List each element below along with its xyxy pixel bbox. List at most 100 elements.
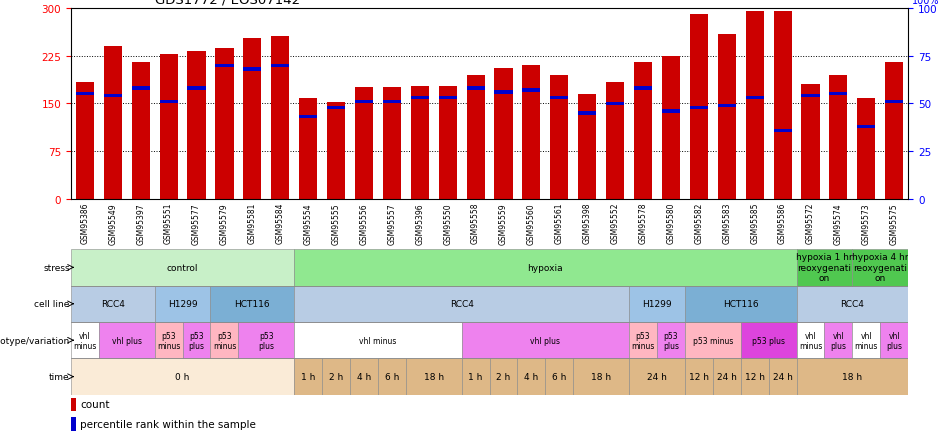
Text: 24 h: 24 h	[647, 372, 667, 381]
Text: p53
minus: p53 minus	[213, 331, 236, 350]
Bar	[466, 76, 484, 200]
Bar	[462, 322, 629, 358]
Bar	[355, 88, 373, 200]
Bar	[745, 97, 763, 100]
Text: hypoxia 1 hr
reoxygenati
on: hypoxia 1 hr reoxygenati on	[797, 253, 852, 283]
Bar	[606, 102, 624, 106]
Bar	[718, 105, 736, 108]
Bar	[774, 129, 792, 132]
Bar	[71, 417, 77, 431]
Bar	[210, 322, 238, 358]
Text: RCC4: RCC4	[101, 299, 125, 309]
Bar	[350, 358, 377, 395]
Text: 100%: 100%	[912, 0, 939, 6]
Bar	[768, 358, 797, 395]
Text: genotype/variation: genotype/variation	[0, 336, 70, 345]
Bar	[439, 86, 457, 200]
Bar	[824, 322, 852, 358]
Bar	[383, 88, 401, 200]
Text: vhl plus: vhl plus	[112, 336, 142, 345]
Bar	[690, 15, 708, 200]
Bar	[885, 63, 903, 200]
Bar	[797, 250, 852, 286]
Bar	[551, 76, 569, 200]
Bar	[76, 83, 94, 200]
Text: p53 plus: p53 plus	[752, 336, 785, 345]
Bar	[685, 322, 741, 358]
Bar	[98, 322, 155, 358]
Text: 1 h: 1 h	[468, 372, 482, 381]
Bar	[104, 95, 122, 98]
Bar	[629, 286, 685, 322]
Text: control: control	[166, 263, 199, 272]
Bar	[885, 101, 903, 104]
Text: 6 h: 6 h	[385, 372, 399, 381]
Bar	[154, 322, 183, 358]
Text: 4 h: 4 h	[357, 372, 371, 381]
Text: 18 h: 18 h	[591, 372, 611, 381]
Bar	[160, 55, 178, 200]
Bar	[662, 110, 680, 113]
Bar	[466, 87, 484, 90]
Bar	[718, 36, 736, 200]
Text: hypoxia: hypoxia	[528, 263, 563, 272]
Bar	[490, 358, 517, 395]
Bar	[71, 322, 98, 358]
Bar	[294, 358, 322, 395]
Text: 4 h: 4 h	[524, 372, 538, 381]
Bar	[406, 358, 462, 395]
Bar	[294, 286, 629, 322]
Text: p53 minus: p53 minus	[692, 336, 733, 345]
Text: RCC4: RCC4	[840, 299, 865, 309]
Bar	[657, 322, 685, 358]
Bar	[411, 97, 429, 100]
Bar	[629, 322, 657, 358]
Text: GDS1772 / EOS07142: GDS1772 / EOS07142	[154, 0, 300, 6]
Bar	[160, 101, 178, 104]
Bar	[71, 286, 154, 322]
Text: stress: stress	[44, 263, 70, 272]
Text: p53
minus: p53 minus	[631, 331, 655, 350]
Bar	[797, 286, 908, 322]
Text: vhl minus: vhl minus	[359, 336, 396, 345]
Text: 24 h: 24 h	[717, 372, 737, 381]
Bar	[216, 64, 234, 68]
Text: 6 h: 6 h	[552, 372, 567, 381]
Bar	[495, 91, 513, 94]
Text: 18 h: 18 h	[424, 372, 444, 381]
Bar	[517, 358, 545, 395]
Bar	[801, 95, 819, 98]
Text: vhl
minus: vhl minus	[854, 331, 878, 350]
Text: 1 h: 1 h	[301, 372, 315, 381]
Bar	[71, 250, 294, 286]
Bar	[327, 103, 345, 200]
Text: vhl
minus: vhl minus	[73, 331, 96, 350]
Bar	[439, 97, 457, 100]
Bar	[131, 63, 149, 200]
Bar	[629, 358, 685, 395]
Bar	[243, 68, 261, 71]
Bar	[383, 101, 401, 104]
Bar	[183, 322, 210, 358]
Text: 0 h: 0 h	[175, 372, 190, 381]
Bar	[238, 322, 294, 358]
Bar	[578, 112, 596, 115]
Bar	[741, 358, 768, 395]
Bar	[187, 52, 205, 200]
Text: H1299: H1299	[167, 299, 198, 309]
Text: 2 h: 2 h	[329, 372, 343, 381]
Text: HCT116: HCT116	[723, 299, 759, 309]
Text: vhl
plus: vhl plus	[886, 331, 902, 350]
Text: vhl
minus: vhl minus	[798, 331, 822, 350]
Bar	[299, 99, 317, 200]
Text: H1299: H1299	[642, 299, 672, 309]
Bar	[522, 66, 540, 200]
Bar	[104, 47, 122, 200]
Text: 18 h: 18 h	[842, 372, 863, 381]
Bar	[685, 358, 713, 395]
Bar	[294, 250, 797, 286]
Text: vhl plus: vhl plus	[531, 336, 560, 345]
Text: 24 h: 24 h	[773, 372, 793, 381]
Text: p53
minus: p53 minus	[157, 331, 181, 350]
Bar	[327, 106, 345, 109]
